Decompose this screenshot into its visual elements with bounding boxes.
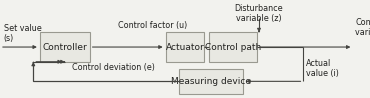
Text: Controlled
variable (r): Controlled variable (r) (355, 18, 370, 37)
Text: Controller: Controller (43, 43, 87, 52)
Text: Control deviation (e): Control deviation (e) (72, 63, 155, 72)
Text: Measuring device: Measuring device (171, 77, 251, 86)
FancyBboxPatch shape (209, 32, 257, 62)
Text: Control path: Control path (205, 43, 261, 52)
FancyBboxPatch shape (40, 32, 90, 62)
Text: Disturbance
variable (z): Disturbance variable (z) (235, 4, 283, 23)
FancyBboxPatch shape (178, 69, 243, 94)
Text: Actual
value (i): Actual value (i) (306, 59, 339, 78)
FancyBboxPatch shape (166, 32, 204, 62)
Text: Control factor (u): Control factor (u) (118, 21, 187, 30)
Text: Actuator: Actuator (166, 43, 204, 52)
Text: Set value
(s): Set value (s) (4, 24, 41, 43)
